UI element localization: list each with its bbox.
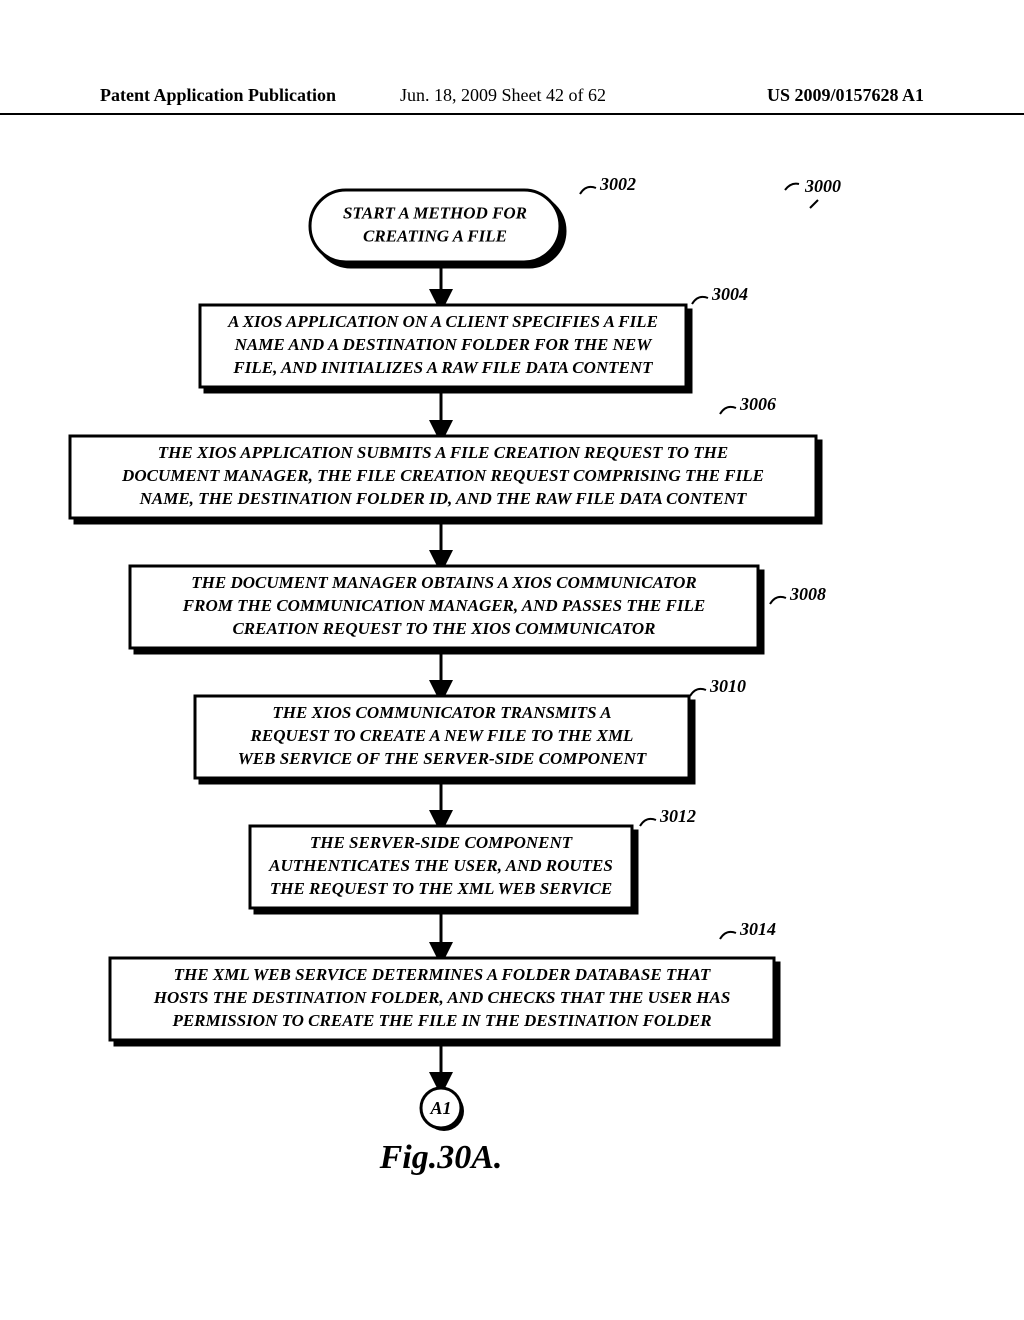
node-text: THE SERVER-SIDE COMPONENT xyxy=(310,833,573,852)
node-text: NAME, THE DESTINATION FOLDER ID, AND THE… xyxy=(139,489,747,508)
node-text: THE REQUEST TO THE XML WEB SERVICE xyxy=(270,879,612,898)
connector-label: A1 xyxy=(429,1098,451,1118)
node-text: WEB SERVICE OF THE SERVER-SIDE COMPONENT xyxy=(238,749,647,768)
node-text: THE XIOS COMMUNICATOR TRANSMITS A xyxy=(272,703,611,722)
header-middle: Jun. 18, 2009 Sheet 42 of 62 xyxy=(400,85,606,106)
node-text: NAME AND A DESTINATION FOLDER FOR THE NE… xyxy=(234,335,654,354)
page-header: Patent Application Publication Jun. 18, … xyxy=(0,85,1024,115)
node-text: CREATION REQUEST TO THE XIOS COMMUNICATO… xyxy=(232,619,655,638)
node-text: THE XIOS APPLICATION SUBMITS A FILE CREA… xyxy=(158,443,728,462)
ref-label: 3004 xyxy=(711,284,748,304)
node-text: THE DOCUMENT MANAGER OBTAINS A XIOS COMM… xyxy=(191,573,696,592)
node-text: THE XML WEB SERVICE DETERMINES A FOLDER … xyxy=(174,965,711,984)
node-text: START A METHOD FOR xyxy=(343,203,527,222)
node-text: DOCUMENT MANAGER, THE FILE CREATION REQU… xyxy=(121,466,764,485)
node-text: HOSTS THE DESTINATION FOLDER, AND CHECKS… xyxy=(153,988,731,1007)
ref-label: 3008 xyxy=(789,584,826,604)
node-text: CREATING A FILE xyxy=(363,226,507,245)
flowchart-diagram: 3000 START A METHOD FOR CREATING A FILE 300… xyxy=(0,120,1024,1220)
node-text: A XIOS APPLICATION ON A CLIENT SPECIFIES… xyxy=(227,312,658,331)
figure-title: Fig.30A. xyxy=(379,1139,503,1176)
header-left: Patent Application Publication xyxy=(100,85,336,106)
ref-label: 3006 xyxy=(739,394,776,414)
ref-label: 3014 xyxy=(739,919,776,939)
node-text: AUTHENTICATES THE USER, AND ROUTES xyxy=(268,856,613,875)
node-text: FILE, AND INITIALIZES A RAW FILE DATA CO… xyxy=(232,358,653,377)
node-text: FROM THE COMMUNICATION MANAGER, AND PASS… xyxy=(182,596,705,615)
node-text: REQUEST TO CREATE A NEW FILE TO THE XML xyxy=(250,726,634,745)
ref-label: 3010 xyxy=(709,676,746,696)
ref-3000: 3000 xyxy=(804,176,841,196)
ref-label: 3012 xyxy=(659,806,696,826)
ref-label: 3002 xyxy=(599,174,636,194)
node-text: PERMISSION TO CREATE THE FILE IN THE DES… xyxy=(171,1011,711,1030)
header-right: US 2009/0157628 A1 xyxy=(767,85,924,106)
